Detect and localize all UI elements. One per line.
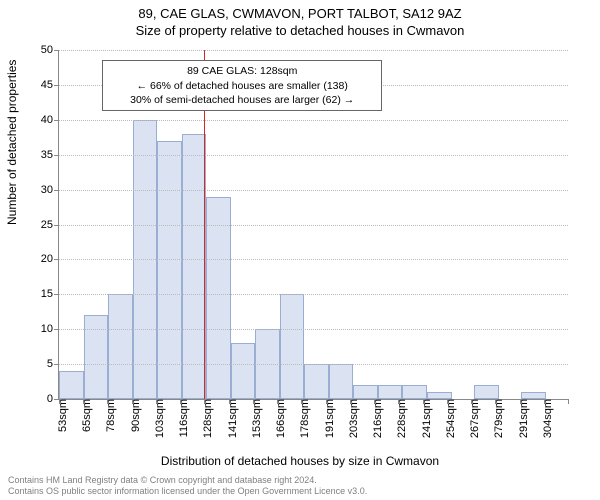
grid-line [59,50,568,51]
x-tick-label: 267sqm [463,399,481,438]
annotation-line: 89 CAE GLAS: 128sqm [109,64,375,78]
histogram-bar [182,134,207,399]
histogram-bar [157,141,182,399]
grid-line [59,120,568,121]
annotation-line: ← 66% of detached houses are smaller (13… [109,79,375,93]
x-tick-label: 116sqm [172,399,190,437]
histogram-bar [84,315,109,399]
histogram-bar [206,197,231,399]
grid-line [59,329,568,330]
x-tick-label: 279sqm [487,399,505,438]
histogram-bar [427,392,452,399]
histogram-bar [59,371,84,399]
x-axis-label: Distribution of detached houses by size … [161,454,439,468]
grid-line [59,294,568,295]
x-tick-label: 178sqm [293,399,311,438]
y-tick-label: 10 [41,323,59,335]
grid-line [59,190,568,191]
histogram-bar [329,364,354,399]
page-title: 89, CAE GLAS, CWMAVON, PORT TALBOT, SA12… [0,0,600,21]
y-tick-label: 15 [41,288,59,300]
grid-line [59,155,568,156]
histogram-bar [353,385,378,399]
x-tick-label: 90sqm [124,399,142,432]
x-tick-label: 304sqm [536,399,554,438]
histogram-bar [108,294,133,399]
histogram-bar [280,294,305,399]
x-tick-label: 128sqm [196,399,214,438]
y-tick-label: 5 [47,358,59,370]
plot-region: 0510152025303540455053sqm65sqm78sqm90sqm… [58,50,568,400]
y-tick-label: 50 [41,44,59,56]
x-tick-mark [568,399,569,404]
y-tick-label: 20 [41,253,59,265]
page-subtitle: Size of property relative to detached ho… [0,21,600,38]
histogram-bar [231,343,256,399]
x-tick-label: 216sqm [366,399,384,438]
x-tick-label: 203sqm [342,399,360,438]
grid-line [59,364,568,365]
y-tick-label: 30 [41,184,59,196]
histogram-bar [521,392,546,399]
x-tick-label: 141sqm [221,399,239,438]
x-tick-label: 166sqm [269,399,287,438]
x-tick-label: 228sqm [390,399,408,438]
x-tick-label: 103sqm [148,399,166,438]
x-tick-label: 153sqm [245,399,263,438]
chart-area: 0510152025303540455053sqm65sqm78sqm90sqm… [58,50,568,400]
x-tick-label: 78sqm [99,399,117,432]
histogram-bar [402,385,427,399]
y-axis-label: Number of detached properties [5,60,19,225]
y-tick-label: 25 [41,219,59,231]
annotation-line: 30% of semi-detached houses are larger (… [109,93,375,107]
grid-line [59,225,568,226]
x-tick-label: 65sqm [75,399,93,432]
x-tick-label: 53sqm [51,399,69,432]
footer-line: Contains HM Land Registry data © Crown c… [8,475,592,487]
annotation-box: 89 CAE GLAS: 128sqm← 66% of detached hou… [102,60,382,111]
x-tick-label: 241sqm [415,399,433,438]
footer-line: Contains OS public sector information li… [8,486,592,498]
footer-attribution: Contains HM Land Registry data © Crown c… [8,475,592,498]
grid-line [59,259,568,260]
chart-container: 89, CAE GLAS, CWMAVON, PORT TALBOT, SA12… [0,0,600,500]
histogram-bar [304,364,329,399]
x-tick-label: 254sqm [439,399,457,438]
histogram-bar [474,385,499,399]
y-tick-label: 45 [41,79,59,91]
y-tick-label: 35 [41,149,59,161]
histogram-bar [378,385,403,399]
x-tick-label: 191sqm [318,399,336,438]
x-tick-label: 291sqm [512,399,530,438]
y-tick-label: 40 [41,114,59,126]
